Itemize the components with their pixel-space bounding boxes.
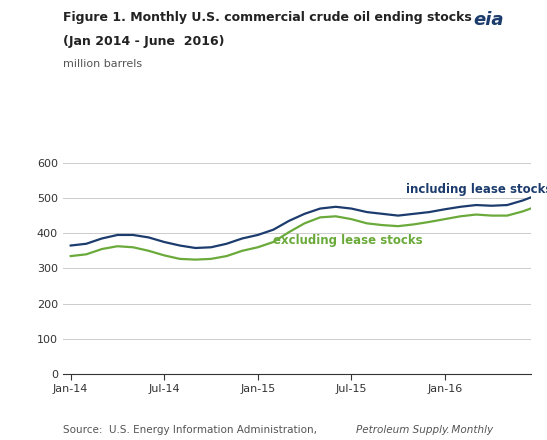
Text: excluding lease stocks: excluding lease stocks [274, 234, 423, 247]
Text: Petroleum Supply Monthly: Petroleum Supply Monthly [356, 425, 493, 435]
Text: Figure 1. Monthly U.S. commercial crude oil ending stocks: Figure 1. Monthly U.S. commercial crude … [63, 11, 472, 24]
Text: including lease stocks: including lease stocks [406, 183, 547, 196]
Text: (Jan 2014 - June  2016): (Jan 2014 - June 2016) [63, 35, 224, 48]
Text: eia: eia [473, 11, 504, 29]
Text: million barrels: million barrels [63, 59, 142, 70]
Text: .: . [446, 425, 449, 435]
Text: Source:  U.S. Energy Information Administration,: Source: U.S. Energy Information Administ… [63, 425, 320, 435]
